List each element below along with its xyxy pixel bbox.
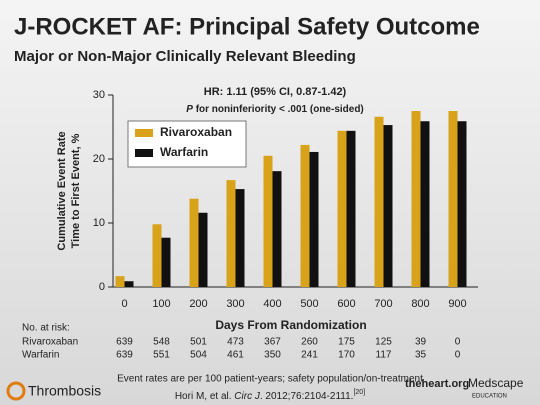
bar xyxy=(198,212,208,287)
chart-subtitle: Major or Non-Major Clinically Relevant B… xyxy=(14,48,356,65)
citation-part: . 2012;76:2104-2111. xyxy=(260,391,354,402)
bar xyxy=(189,198,199,287)
legend-label: Rivaroxaban xyxy=(160,125,232,139)
x-tick-label: 400 xyxy=(263,298,281,310)
footer-note: Event rates are per 100 patient-years; s… xyxy=(117,374,423,385)
bar xyxy=(457,121,467,288)
risk-cell: 501 xyxy=(190,337,207,348)
bar xyxy=(226,180,236,287)
logo-right-sub: EDUCATION xyxy=(472,394,507,400)
bar xyxy=(263,155,273,287)
y-tick-label: 30 xyxy=(93,89,105,101)
citation-part: Hori M, et al. xyxy=(175,391,232,402)
risk-cell: 473 xyxy=(227,337,244,348)
x-tick-label: 100 xyxy=(152,298,170,310)
risk-cell: 0 xyxy=(455,350,461,361)
bar xyxy=(161,237,171,287)
risk-cell: 367 xyxy=(264,337,281,348)
risk-cell: 504 xyxy=(190,350,207,361)
citation: Hori M, et al. Circ J. 2012;76:2104-2111… xyxy=(175,389,365,402)
bar xyxy=(346,130,356,287)
annotation: HR: 1.11 (95% CI, 0.87-1.42) xyxy=(204,86,347,98)
logo-middle: theheart.org xyxy=(405,378,469,390)
x-tick-label: 700 xyxy=(374,298,392,310)
x-tick-label: 800 xyxy=(411,298,429,310)
x-tick-label: 600 xyxy=(337,298,355,310)
risk-table-title: No. at risk: xyxy=(22,323,70,334)
bar xyxy=(374,116,384,287)
bar xyxy=(272,171,282,287)
y-axis-label: Time to First Event, % xyxy=(70,133,82,248)
risk-cell: 350 xyxy=(264,350,281,361)
risk-cell: 241 xyxy=(301,350,318,361)
risk-cell: 551 xyxy=(153,350,170,361)
risk-cell: 0 xyxy=(455,337,461,348)
risk-row-label: Rivaroxaban xyxy=(22,337,78,348)
y-tick-label: 0 xyxy=(99,281,105,293)
y-axis-label: Cumulative Event Rate xyxy=(56,131,68,250)
citation-part: Circ J xyxy=(234,391,261,402)
risk-cell: 39 xyxy=(415,337,427,348)
legend-box xyxy=(127,120,247,168)
bar xyxy=(411,111,421,287)
bar xyxy=(448,111,458,287)
risk-cell: 175 xyxy=(338,337,355,348)
logo-left: Thrombosis xyxy=(28,383,101,399)
bar xyxy=(383,125,393,287)
legend-swatch xyxy=(135,129,153,137)
y-tick-label: 20 xyxy=(93,153,105,165)
risk-cell: 639 xyxy=(116,350,133,361)
bar xyxy=(337,130,347,287)
annotation-part: P xyxy=(186,104,193,115)
bar xyxy=(124,281,134,287)
risk-cell: 548 xyxy=(153,337,170,348)
bar xyxy=(115,276,125,287)
risk-cell: 170 xyxy=(338,350,355,361)
risk-cell: 639 xyxy=(116,337,133,348)
x-tick-label: 200 xyxy=(189,298,207,310)
risk-cell: 117 xyxy=(376,350,392,361)
logo-icon xyxy=(6,381,26,401)
annotation-part: for noninferiority < .001 (one-sided) xyxy=(196,104,364,115)
legend-swatch xyxy=(135,149,153,157)
risk-cell: 461 xyxy=(227,350,244,361)
bar xyxy=(152,224,162,287)
x-axis-label: Days From Randomization xyxy=(215,318,366,332)
x-tick-label: 300 xyxy=(226,298,244,310)
y-tick-label: 10 xyxy=(93,217,105,229)
x-tick-label: 900 xyxy=(448,298,466,310)
legend-label: Warfarin xyxy=(160,145,208,159)
citation-part: [20] xyxy=(353,389,365,396)
x-tick-label: 500 xyxy=(300,298,318,310)
risk-row-label: Warfarin xyxy=(22,350,59,361)
logo-right: Medscape xyxy=(468,376,524,390)
risk-cell: 260 xyxy=(301,337,318,348)
bar xyxy=(420,121,430,288)
bar xyxy=(235,189,245,287)
x-tick-label: 0 xyxy=(121,298,127,310)
risk-cell: 35 xyxy=(415,350,427,361)
chart-title: J-ROCKET AF: Principal Safety Outcome xyxy=(14,13,480,40)
annotation: P for noninferiority < .001 (one-sided) xyxy=(186,104,364,115)
bar xyxy=(300,144,310,287)
bar xyxy=(309,151,319,287)
risk-cell: 125 xyxy=(375,337,392,348)
